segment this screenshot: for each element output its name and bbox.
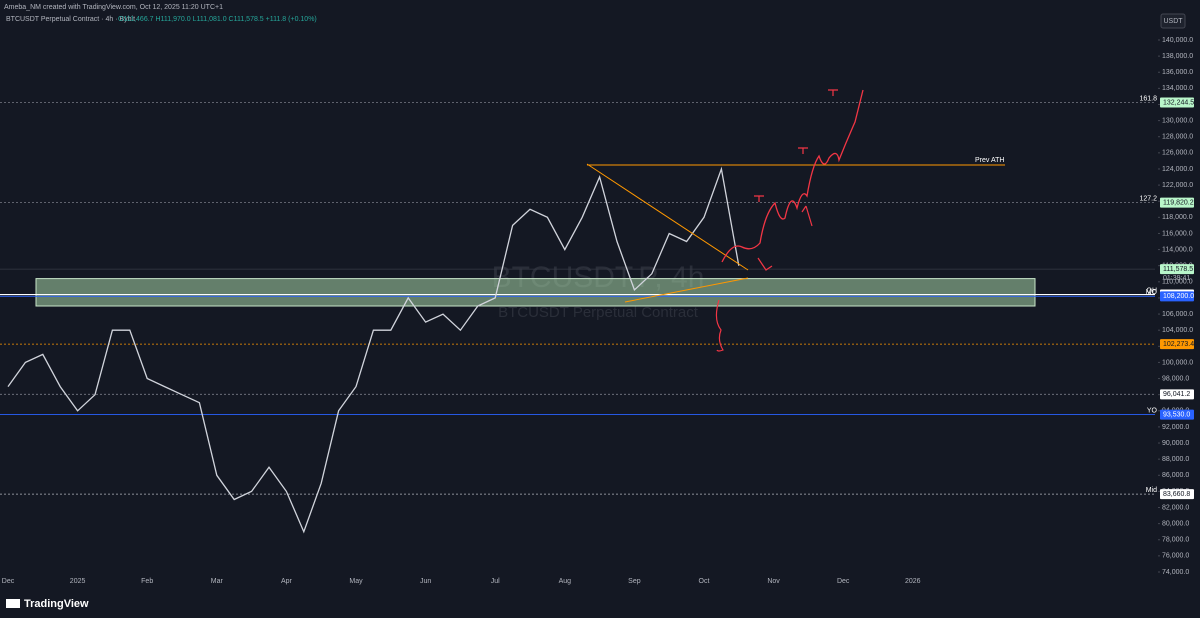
y-tick-label: 126,000.0	[1162, 150, 1193, 157]
price-axis	[1158, 30, 1200, 585]
y-tick-label: 76,000.0	[1162, 553, 1189, 560]
triangle-lines	[586, 163, 749, 303]
watermark-subtitle: BTCUSDT Perpetual Contract	[498, 304, 699, 321]
brand-logo	[6, 599, 20, 608]
level-name: YO	[1147, 407, 1158, 414]
level-name: MO	[1146, 289, 1158, 296]
y-tick-label: 124,000.0	[1162, 166, 1193, 173]
level-badge	[1160, 409, 1194, 420]
y-tick-label: 88,000.0	[1162, 456, 1189, 463]
header: Ameba_NM created with TradingView.com, O…	[4, 4, 223, 11]
y-tick-label: 80,000.0	[1162, 520, 1189, 527]
level-name: 127.2	[1139, 196, 1157, 203]
x-tick-label: Dec	[2, 578, 15, 585]
plot: 74,000.0 76,000.0 78,000.0 80,000.0 82,000.0…	[0, 30, 1200, 585]
prev-ath-label: Prev ATH	[975, 157, 1004, 164]
y-tick-label: 116,000.0	[1162, 230, 1193, 237]
y-tick-label: 138,000.0	[1162, 53, 1193, 60]
y-tick-label: 104,000.0	[1162, 327, 1193, 334]
level-badge	[1160, 339, 1194, 350]
level-label: 83,660.8	[1163, 491, 1190, 498]
hand-marks	[715, 89, 838, 352]
y-tick-label: 136,000.0	[1162, 69, 1193, 76]
level-label: 111,578.5	[1163, 266, 1193, 273]
level-badge	[1160, 264, 1194, 275]
level-label: 108,200.0	[1163, 293, 1194, 300]
y-tick-label: 110,000.0	[1162, 279, 1193, 286]
y-tick-label: 100,000.0	[1162, 359, 1193, 366]
x-tick-label: Nov	[767, 578, 780, 585]
x-tick-label: Jul	[491, 578, 500, 585]
level-name: Mid	[1146, 487, 1157, 494]
x-tick-label: May	[349, 578, 363, 585]
x-tick-label: Mar	[211, 578, 224, 585]
level-label: 132,244.5	[1163, 99, 1194, 106]
price-line	[7, 166, 740, 534]
level-badge	[1160, 97, 1194, 108]
level-name: 161.8	[1139, 95, 1157, 102]
x-tick-label: Jun	[420, 578, 431, 585]
level-badge	[1160, 291, 1194, 302]
currency[interactable]: USDT	[1163, 18, 1183, 25]
level-badge	[1160, 197, 1194, 208]
y-tick-label: 130,000.0	[1162, 117, 1193, 124]
x-tick-label: Feb	[141, 578, 153, 585]
countdown: 01:39:41	[1163, 275, 1190, 282]
x-tick-label: Sep	[628, 578, 641, 585]
y-tick-label: 128,000.0	[1162, 134, 1193, 141]
y-tick-label: 90,000.0	[1162, 440, 1189, 447]
zone	[35, 278, 1036, 307]
level-label: 96,041.2	[1163, 391, 1190, 398]
level-badge	[1160, 389, 1194, 400]
y-tick-label: 78,000.0	[1162, 537, 1189, 544]
y-tick-label: 134,000.0	[1162, 85, 1193, 92]
y-tick-label: 114,000.0	[1162, 246, 1193, 253]
y-tick-label: 74,000.0	[1162, 569, 1189, 576]
y-tick-label: 92,000.0	[1162, 424, 1189, 431]
projection	[721, 89, 864, 263]
y-tick-label: 122,000.0	[1162, 182, 1193, 189]
y-tick-label: 98,000.0	[1162, 375, 1189, 382]
y-tick-label: 118,000.0	[1162, 214, 1193, 221]
chart-title: BTCUSDT Perpetual Contract · 4h · Bybit	[6, 16, 135, 23]
x-tick-label: Dec	[837, 578, 850, 585]
y-tick-label: 86,000.0	[1162, 472, 1189, 479]
footer	[0, 596, 1200, 618]
y-tick-label: 140,000.0	[1162, 37, 1193, 44]
brand: TradingView	[24, 598, 89, 610]
currency-box[interactable]	[1160, 13, 1186, 29]
x-tick-label: 2025	[70, 578, 86, 585]
y-tick-label: 82,000.0	[1162, 504, 1189, 511]
y-tick-label: 106,000.0	[1162, 311, 1193, 318]
x-tick-label: Aug	[559, 578, 572, 585]
level-name: QH	[1147, 287, 1158, 294]
level-label: 93,530.0	[1163, 411, 1190, 418]
x-tick-label: 2026	[905, 578, 921, 585]
ohlc: O111,466.7 H111,970.0 L111,081.0 C111,57…	[118, 16, 317, 23]
level-badge	[1160, 489, 1194, 500]
level-label: 119,820.2	[1163, 200, 1194, 207]
x-tick-label: Oct	[699, 578, 710, 585]
level-label: 102,273.4	[1163, 341, 1194, 348]
x-tick-label: Apr	[281, 578, 293, 585]
